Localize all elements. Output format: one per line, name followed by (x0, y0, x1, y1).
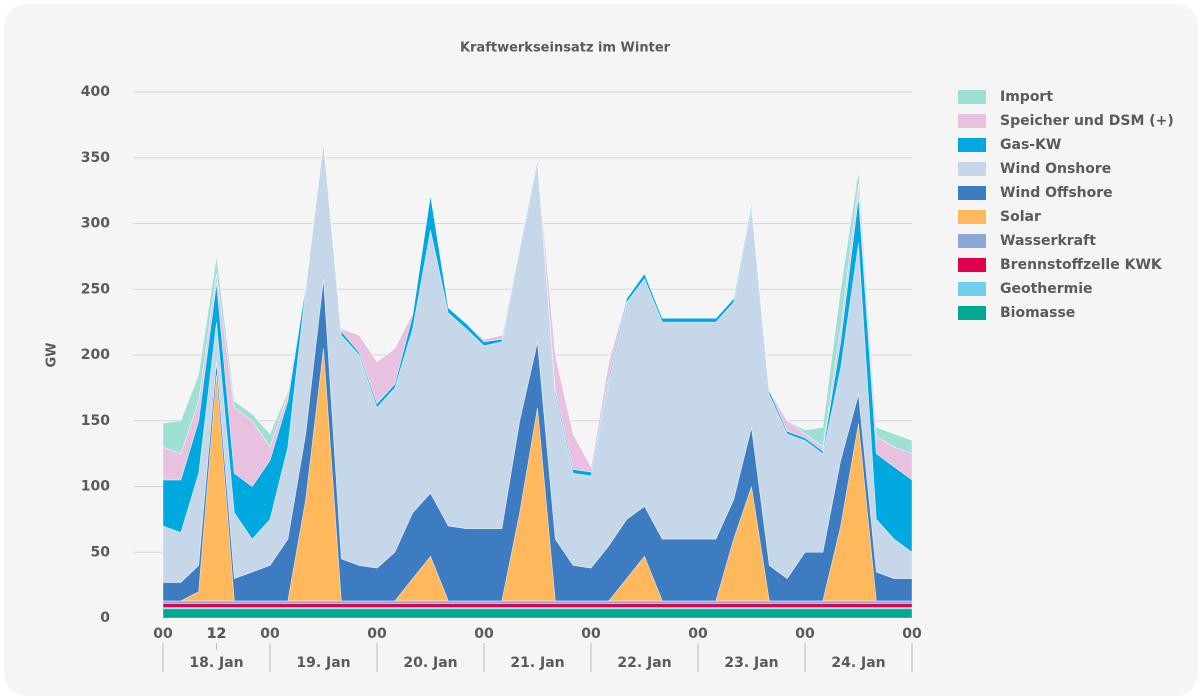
legend-label: Wind Offshore (1000, 185, 1113, 201)
legend-swatch (958, 210, 986, 224)
y-tick-label: 250 (81, 281, 110, 297)
x-tick-label: 00 (688, 626, 708, 642)
chart-title: Kraftwerkseinsatz im Winter (460, 41, 671, 56)
y-tick-label: 150 (81, 413, 110, 429)
legend-swatch (958, 234, 986, 248)
legend-swatch (958, 186, 986, 200)
x-group-label: 23. Jan (724, 655, 778, 671)
legend-swatch (958, 138, 986, 152)
area (162, 139, 913, 468)
y-tick-label: 50 (91, 544, 111, 560)
legend-swatch (958, 162, 986, 176)
x-group-label: 20. Jan (403, 655, 457, 671)
y-axis-label: GW (45, 342, 60, 367)
y-tick-label: 0 (100, 610, 110, 626)
x-tick-label: 00 (367, 626, 387, 642)
legend-label: Wasserkraft (1000, 233, 1096, 249)
x-tick-label: 00 (153, 626, 173, 642)
x-tick-label: 12 (207, 626, 226, 642)
x-tick-label: 12 (207, 626, 226, 642)
legend-swatch (958, 90, 986, 104)
x-group-label: 18. Jan (189, 655, 243, 671)
x-tick-label: 00 (474, 626, 494, 642)
x-tick-label: 00 (902, 626, 922, 642)
x-tick-label: 00 (260, 626, 280, 642)
x-tick-label: 12 (207, 626, 226, 642)
x-tick-label: 00 (581, 626, 601, 642)
legend-swatch (958, 114, 986, 128)
area (162, 600, 913, 604)
x-tick-label: 12 (207, 626, 226, 642)
x-tick-label: 12 (207, 626, 226, 642)
x-group-label: 21. Jan (510, 655, 564, 671)
legend-label: Wind Onshore (1000, 161, 1111, 177)
legend-label: Geothermie (1000, 281, 1093, 297)
x-group-label: 24. Jan (831, 655, 885, 671)
y-tick-label: 200 (81, 347, 110, 363)
area (162, 603, 913, 608)
x-tick-label: 12 (207, 626, 226, 642)
legend-label: Biomasse (1000, 305, 1075, 321)
legend-label: Gas-KW (1000, 137, 1061, 153)
legend-label: Import (1000, 89, 1053, 105)
legend-swatch (958, 282, 986, 296)
legend-label: Brennstoffzelle KWK (1000, 257, 1163, 273)
y-tick-label: 100 (81, 479, 110, 495)
y-tick-label: 300 (81, 216, 110, 232)
y-tick-label: 400 (81, 84, 110, 100)
legend-label: Speicher und DSM (+) (1000, 113, 1174, 129)
y-tick-label: 350 (81, 150, 110, 166)
x-tick-label: 12 (207, 626, 226, 642)
legend-swatch (958, 258, 986, 272)
legend-swatch (958, 306, 986, 320)
legend-label: Solar (1000, 209, 1041, 225)
x-group-label: 19. Jan (296, 655, 350, 671)
x-group-label: 22. Jan (617, 655, 671, 671)
area (162, 608, 913, 619)
x-tick-label: 00 (795, 626, 815, 642)
